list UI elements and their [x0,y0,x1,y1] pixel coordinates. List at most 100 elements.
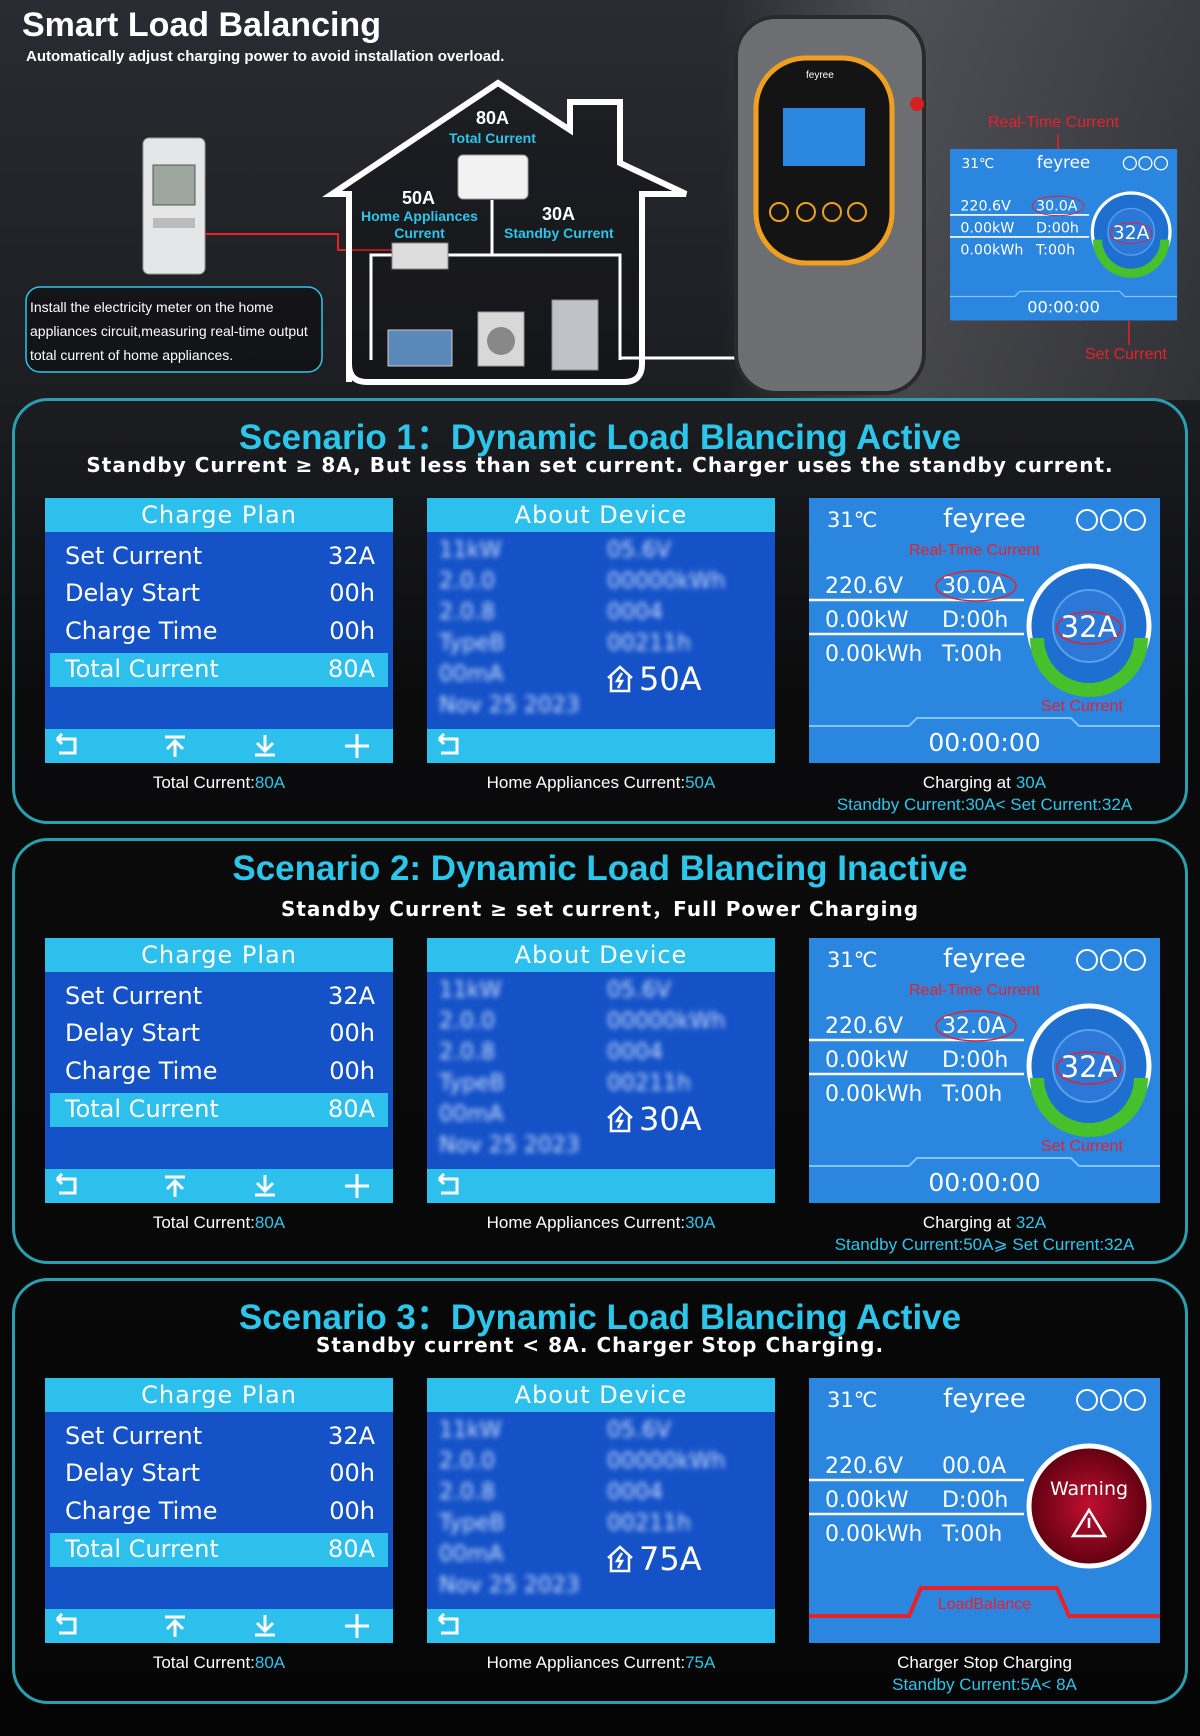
realtime-label: Real-Time Current [909,982,1040,999]
row-value: 80A [328,655,375,683]
standby-label: Standby Current [504,225,614,241]
house-icon [607,665,633,693]
energy: 0.00kWh [825,1082,923,1107]
panel-header: About Device [427,1378,775,1412]
warning-triangle [1070,1507,1108,1538]
row-value: 00h [329,617,375,645]
graphics [809,949,1160,1167]
row-label: Total Current [65,1535,219,1563]
house-shape [607,1105,633,1133]
house-shape [607,665,633,693]
about-device: About Device 11kW 05.6V 2.0.0 00000kWh 2.0.8 0… [427,1378,775,1643]
caption: Home Appliances Current:30A [427,1213,775,1233]
about-device: About Device 11kW 05.6V 2.0.0 00000kWh 2.0.8 0… [427,938,775,1203]
caption-label: Home Appliances Current: [486,1213,686,1232]
button [796,202,816,222]
home-current: 75A [639,1540,702,1578]
caption: Home Appliances Current:75A [427,1653,775,1673]
temperature: 31℃ [827,948,878,972]
charger-display: 31℃ feyree Real-Time Current Set Current 220… [809,498,1160,763]
charger-brand: feyree [806,70,834,81]
blurred-info: 05.6V [607,1418,672,1443]
blurred-info: 00211h [607,631,691,656]
icon-up [165,1615,185,1637]
diagram-graphics [25,15,1130,395]
scenario-title: Scenario 3：Dynamic Load Blancing Active [238,1298,962,1337]
button [822,202,842,222]
gauge-arc [1030,1077,1148,1137]
blurred-info: 2.0.8 [439,600,495,625]
icon-back [437,1172,459,1195]
icon-back [55,1172,77,1195]
row-label: Charge Time [65,617,218,645]
charge-plan: Charge Plan Set Current 32A Delay Start 00h C… [45,1378,393,1643]
caption-value: 32A [1015,1213,1047,1232]
blurred-info: 2.0.0 [439,569,495,594]
toolbar [427,1609,775,1643]
set-current: 32A [1112,221,1150,244]
washer-door [487,327,515,355]
icon-back [55,732,77,755]
set-current: 32A [1060,610,1118,644]
caption-label: Total Current: [152,1653,255,1672]
status-icon [1138,156,1153,171]
home-current: 30A [639,1100,702,1138]
blurred-info: 00000kWh [607,1449,726,1474]
row-value: 00h [329,1019,375,1047]
row-value: 80A [328,1095,375,1123]
row-label: Total Current [65,655,219,683]
blurred-info: 2.0.8 [439,1480,495,1505]
panel-title: About Device [514,501,688,529]
title: Smart Load Balancing [22,6,381,44]
status-icon [1076,509,1098,531]
gauge-core [1052,1029,1126,1103]
blurred-info: 11kW [439,1418,502,1443]
status-icon [1076,1389,1098,1411]
blurred-info: 00mA [439,1542,504,1567]
row-label: Set Current [65,1422,203,1450]
row-label: Delay Start [65,579,201,607]
note: Install the electricity meter on the hom… [30,299,308,363]
delay: D:00h [942,1488,1009,1513]
set-highlight [1056,1051,1122,1085]
tv [387,329,453,367]
panel-header: Charge Plan [45,498,393,532]
blurred-info: 2.0.0 [439,1009,495,1034]
status-icon [1153,156,1169,171]
row-value: 32A [328,982,375,1010]
timer: 00:00:00 [928,1168,1041,1197]
icon-back [437,732,459,755]
time: T:00h [942,642,1003,667]
panel-header: About Device [427,938,775,972]
icon-up [165,1175,185,1197]
caption: Charging at 30A [809,773,1160,793]
status-icon [1124,1389,1146,1411]
panel-title: Charge Plan [141,941,297,969]
meter-buttons [153,218,195,228]
subtitle: Automatically adjust charging power to a… [26,48,505,65]
scenario-subtitle: Standby Current ≥ set current，Full Power… [280,897,920,921]
set-current: 32A [1060,1050,1118,1084]
blurred-info: TypeB [439,631,505,656]
home-label: Home Appliances Current [361,208,478,241]
power: 0.00kW [960,220,1015,237]
time: T:00h [942,1522,1003,1547]
blurred-info: 00000kWh [607,569,726,594]
set-highlight [1109,222,1153,244]
blurred-info: 11kW [439,538,502,563]
caption: Total Current:80A [45,1653,393,1673]
row-value: 00h [329,579,375,607]
toolbar [45,1609,393,1643]
current-highlight [1031,195,1085,217]
set-label: Set Current [1041,1138,1123,1155]
current: 32.0A [942,1014,1007,1039]
row-label: Charge Time [65,1497,218,1525]
scenario: Scenario 3：Dynamic Load Blancing Active S… [12,1278,1188,1704]
highlight-row [50,1093,388,1127]
icon-down [255,735,275,757]
icon-up [165,735,185,757]
blurred-info: 0004 [607,600,663,625]
mini-screen: 31℃ feyree 220.6V 30.0A 0.00kW D:00h 0.00kWh T:… [950,149,1178,321]
caption: Total Current:80A [45,1213,393,1233]
